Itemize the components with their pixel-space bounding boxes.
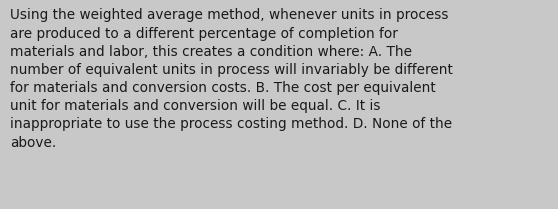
Text: Using the weighted average method, whenever units in process
are produced to a d: Using the weighted average method, whene… xyxy=(10,8,453,150)
